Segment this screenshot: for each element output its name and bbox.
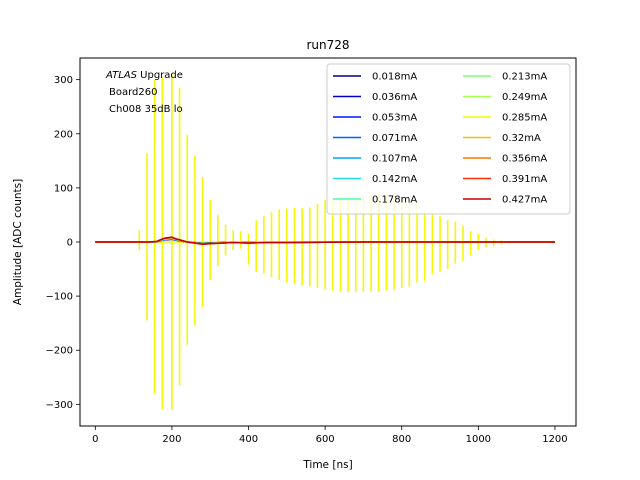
legend-label: 0.036mA bbox=[372, 92, 417, 103]
chart-title: run728 bbox=[306, 38, 349, 52]
y-tick-label: 300 bbox=[54, 75, 73, 86]
legend-label: 0.427mA bbox=[502, 195, 547, 206]
y-tick-label: 100 bbox=[54, 183, 73, 194]
pulse-series bbox=[95, 236, 555, 245]
legend-label: 0.249mA bbox=[502, 92, 547, 103]
legend-label: 0.32mA bbox=[502, 133, 541, 144]
legend-label: 0.178mA bbox=[372, 195, 417, 206]
y-axis-label: Amplitude [ADC counts] bbox=[12, 179, 24, 305]
y-axis: −300 −200 −100 0 100 200 300 bbox=[46, 75, 80, 411]
x-tick-label: 800 bbox=[392, 434, 411, 445]
x-tick-label: 1000 bbox=[466, 434, 491, 445]
y-tick-label: 200 bbox=[54, 129, 73, 140]
series-line-0.427mA bbox=[95, 236, 555, 245]
y-tick-label: −200 bbox=[46, 346, 73, 357]
legend-label: 0.356mA bbox=[502, 154, 547, 165]
legend-label: 0.071mA bbox=[372, 133, 417, 144]
upgrade-label: Upgrade bbox=[137, 70, 183, 81]
x-tick-label: 1200 bbox=[542, 434, 567, 445]
x-tick-label: 0 bbox=[92, 434, 98, 445]
legend-label: 0.053mA bbox=[372, 113, 417, 124]
x-tick-label: 400 bbox=[239, 434, 258, 445]
y-tick-label: 0 bbox=[67, 238, 73, 249]
atlas-label: ATLAS bbox=[105, 70, 138, 81]
legend-label: 0.107mA bbox=[372, 154, 417, 165]
legend-label: 0.018mA bbox=[372, 72, 417, 83]
legend-label: 0.142mA bbox=[372, 174, 417, 185]
y-tick-label: −300 bbox=[46, 400, 73, 411]
x-axis: 0 200 400 600 800 1000 1200 bbox=[92, 426, 568, 445]
legend: 0.018mA 0.036mA 0.053mA 0.071mA 0.107mA 0.142… bbox=[326, 63, 571, 215]
annotation-line-2: Board260 bbox=[109, 87, 157, 98]
x-tick-label: 200 bbox=[162, 434, 181, 445]
atlas-annotation: ATLAS Upgrade Board260 Ch008 35dB lo bbox=[105, 70, 183, 115]
legend-label: 0.213mA bbox=[502, 72, 547, 83]
legend-box bbox=[326, 63, 571, 215]
x-tick-label: 600 bbox=[316, 434, 335, 445]
annotation-line-1: ATLAS Upgrade bbox=[105, 70, 183, 81]
x-axis-label: Time [ns] bbox=[302, 459, 352, 471]
y-tick-label: −100 bbox=[46, 292, 73, 303]
annotation-line-3: Ch008 35dB lo bbox=[109, 104, 183, 115]
legend-label: 0.391mA bbox=[502, 174, 547, 185]
legend-label: 0.285mA bbox=[502, 113, 547, 124]
